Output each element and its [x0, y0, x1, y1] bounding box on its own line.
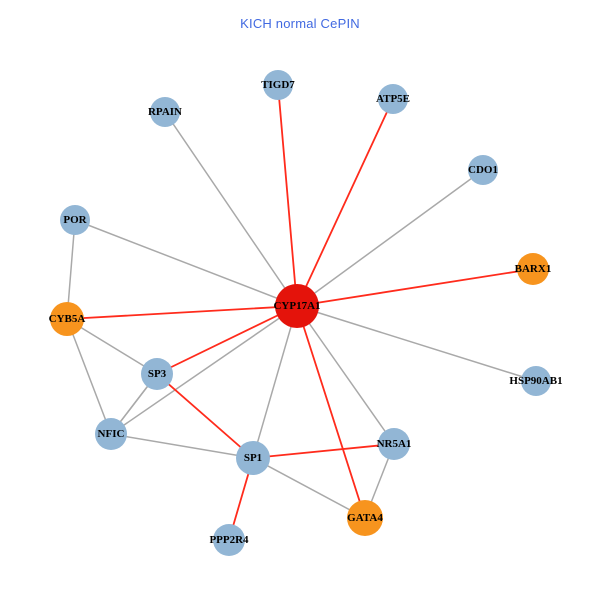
graph-node[interactable]: TIGD7: [261, 70, 295, 100]
graph-node[interactable]: BARX1: [515, 253, 552, 285]
graph-edge: [66, 318, 112, 435]
graph-edge: [296, 169, 484, 307]
graph-node[interactable]: CDO1: [468, 155, 498, 185]
node-label: SP1: [244, 452, 262, 464]
node-circle[interactable]: [521, 366, 551, 396]
graph-edge: [252, 443, 395, 459]
node-circle[interactable]: [50, 302, 84, 336]
node-circle[interactable]: [213, 524, 245, 556]
graph-node[interactable]: NFIC: [95, 418, 127, 450]
node-label: NFIC: [98, 428, 125, 440]
node-circle[interactable]: [378, 84, 408, 114]
graph-node[interactable]: NR5A1: [377, 428, 412, 460]
graph-node[interactable]: SP1: [236, 441, 270, 475]
graph-edge: [110, 433, 254, 459]
node-label: POR: [63, 214, 87, 226]
node-layer: CYP17A1 TIGD7 RPAIN ATP5E CDO1 POR BARX1 CYB5A H…: [49, 70, 563, 556]
node-label: NR5A1: [377, 438, 412, 450]
graph-edge: [277, 84, 298, 307]
graph-edge: [74, 219, 298, 307]
page-title: KICH normal CePIN: [240, 16, 360, 31]
node-circle[interactable]: [468, 155, 498, 185]
graph-edge: [156, 305, 298, 375]
node-label: GATA4: [347, 512, 383, 524]
node-label: TIGD7: [261, 79, 295, 91]
graph-edge: [110, 305, 298, 435]
graph-edge: [296, 305, 537, 382]
node-circle[interactable]: [275, 284, 319, 328]
graph-node[interactable]: CYB5A: [49, 302, 86, 336]
graph-edge: [296, 305, 395, 445]
graph-node[interactable]: SP3: [141, 358, 173, 390]
graph-node[interactable]: POR: [60, 205, 90, 235]
graph-node[interactable]: CYP17A1: [273, 284, 321, 328]
node-circle[interactable]: [378, 428, 410, 460]
node-label: ATP5E: [376, 93, 410, 105]
graph-node[interactable]: PPP2R4: [209, 524, 249, 556]
graph-edge: [164, 111, 298, 307]
node-label: CYP17A1: [273, 300, 320, 312]
graph-edge: [296, 98, 394, 307]
node-circle[interactable]: [517, 253, 549, 285]
graph-edge: [66, 318, 158, 375]
node-circle[interactable]: [347, 500, 383, 536]
graph-node[interactable]: ATP5E: [376, 84, 410, 114]
node-label: PPP2R4: [209, 534, 249, 546]
graph-node[interactable]: HSP90AB1: [509, 366, 563, 396]
node-circle[interactable]: [60, 205, 90, 235]
node-label: BARX1: [515, 263, 552, 275]
node-circle[interactable]: [141, 358, 173, 390]
node-circle[interactable]: [236, 441, 270, 475]
graph-edge: [252, 457, 366, 519]
node-label: RPAIN: [148, 106, 182, 118]
graph-edge: [296, 268, 534, 307]
node-circle[interactable]: [150, 97, 180, 127]
graph-edge: [156, 373, 254, 459]
graph-node[interactable]: RPAIN: [148, 97, 182, 127]
graph-edge: [66, 305, 298, 320]
node-label: CYB5A: [49, 313, 86, 325]
node-circle[interactable]: [95, 418, 127, 450]
graph-node[interactable]: GATA4: [347, 500, 383, 536]
node-circle[interactable]: [263, 70, 293, 100]
graph-edge: [296, 305, 366, 519]
node-label: CDO1: [468, 164, 498, 176]
node-label: HSP90AB1: [509, 375, 562, 387]
node-label: SP3: [148, 368, 167, 380]
graph-edge: [252, 305, 298, 459]
